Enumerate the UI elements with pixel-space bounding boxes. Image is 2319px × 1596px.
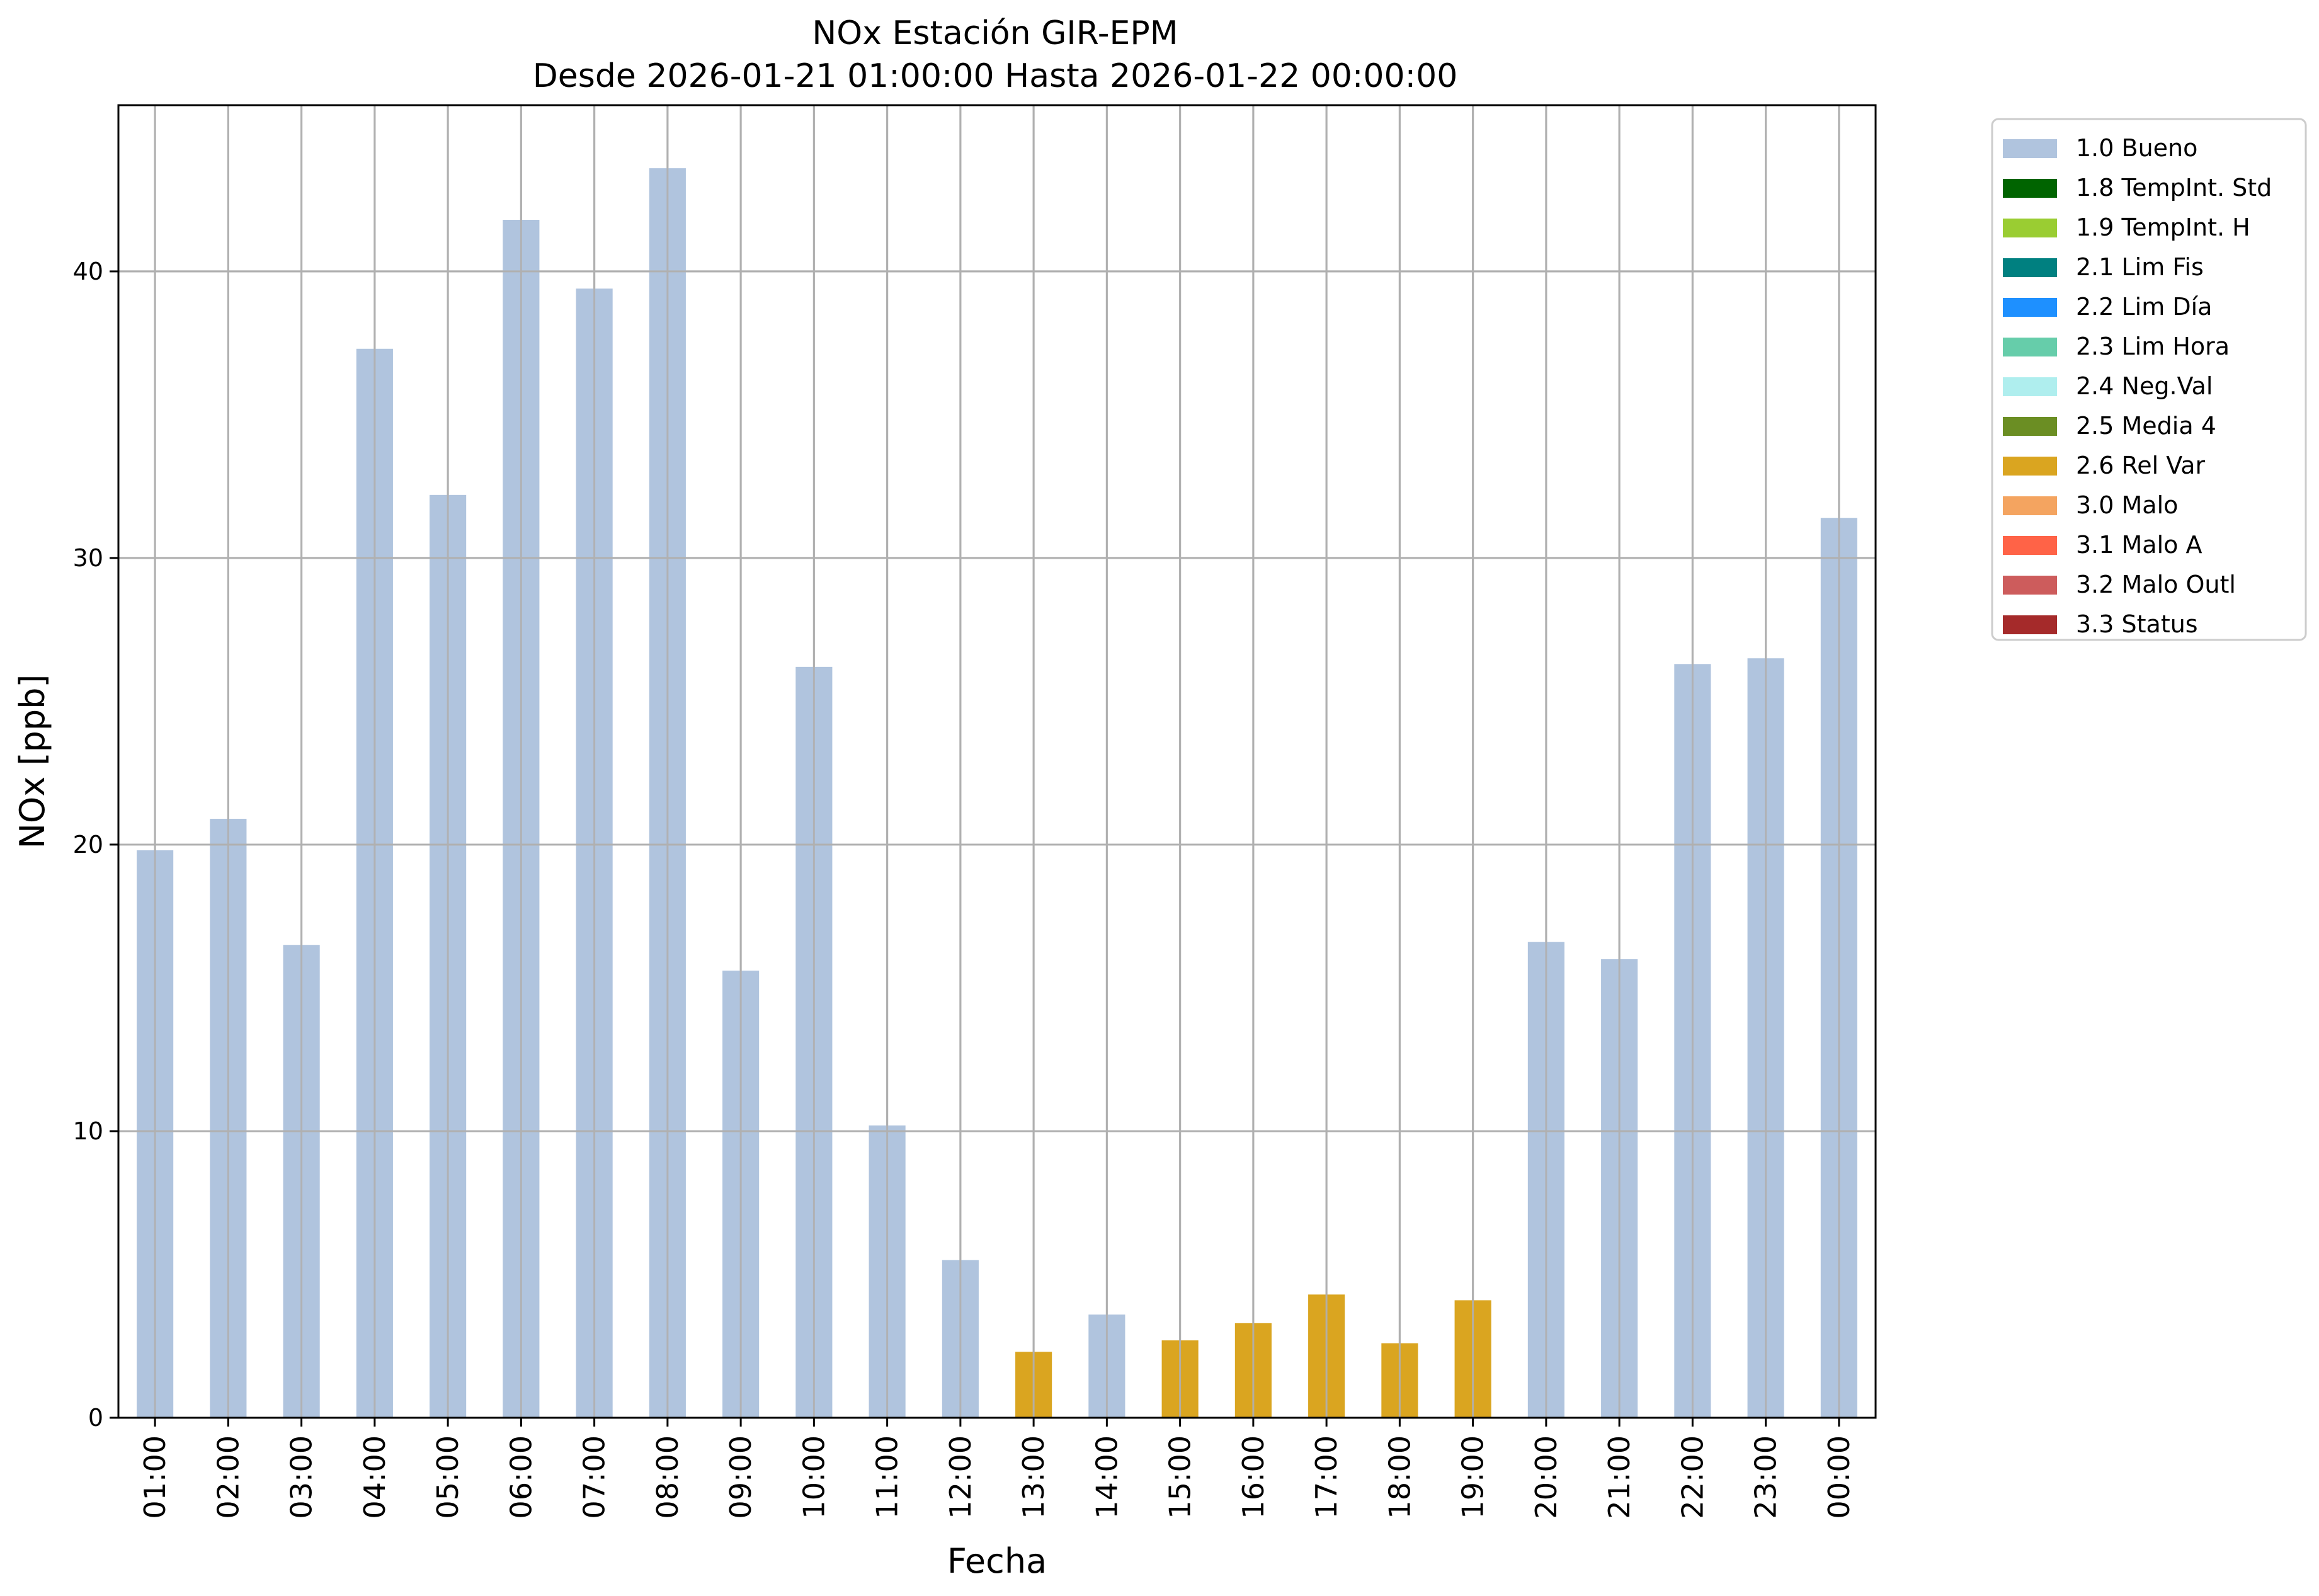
legend-label: 3.0 Malo (2076, 491, 2178, 519)
legend-label: 2.4 Neg.Val (2076, 372, 2213, 400)
legend-label: 2.3 Lim Hora (2076, 333, 2230, 360)
x-tick-label: 22:00 (1675, 1435, 1709, 1519)
legend-swatch (2003, 139, 2057, 158)
legend-swatch (2003, 179, 2057, 198)
y-ticks: 0 10 20 30 40 (73, 258, 118, 1432)
x-tick-label: 12:00 (943, 1435, 977, 1519)
legend-label: 1.0 Bueno (2076, 134, 2197, 162)
y-tick-label: 20 (73, 831, 103, 858)
plot-frame (117, 104, 1877, 1419)
chart-title: NOx Estación GIR-EPM (812, 14, 1178, 52)
legend-box (1991, 118, 2307, 641)
x-tick-label: 05:00 (431, 1435, 465, 1519)
x-tick-label: 06:00 (504, 1435, 538, 1519)
x-tick-label: 01:00 (138, 1435, 172, 1519)
bars (118, 105, 1876, 1419)
legend-label: 2.2 Lim Día (2076, 293, 2212, 321)
x-tick-label: 07:00 (578, 1435, 612, 1519)
legend: 1.0 Bueno 1.8 TempInt. Std 1.9 TempInt. H 2… (1991, 118, 2307, 641)
legend-swatch (2003, 496, 2057, 515)
legend-label: 1.9 TempInt. H (2076, 214, 2250, 241)
x-tick-label: 00:00 (1822, 1435, 1856, 1519)
legend-label: 2.1 Lim Fis (2076, 253, 2204, 281)
x-tick-label: 11:00 (870, 1435, 904, 1519)
x-tick-label: 15:00 (1163, 1435, 1197, 1519)
x-tick-label: 21:00 (1602, 1435, 1636, 1519)
x-ticks: 01:00 02:00 03:00 04:00 05:00 06:00 07:00 08:00… (138, 1418, 1856, 1519)
legend-swatch (2003, 338, 2057, 356)
x-tick-label: 14:00 (1090, 1435, 1124, 1519)
legend-label: 3.2 Malo Outl (2076, 571, 2236, 598)
legend-swatch (2003, 298, 2057, 317)
y-tick-label: 0 (88, 1404, 103, 1432)
legend-label: 1.8 TempInt. Std (2076, 174, 2272, 202)
legend-swatch (2003, 615, 2057, 634)
x-tick-label: 04:00 (358, 1435, 392, 1519)
x-tick-label: 16:00 (1236, 1435, 1270, 1519)
x-tick-label: 08:00 (651, 1435, 685, 1519)
chart-subtitle: Desde 2026-01-21 01:00:00 Hasta 2026-01-… (533, 57, 1458, 95)
x-tick-label: 09:00 (724, 1435, 758, 1519)
y-tick-label: 30 (73, 544, 103, 572)
x-tick-label: 10:00 (797, 1435, 831, 1519)
x-tick-label: 03:00 (285, 1435, 319, 1519)
legend-label: 3.3 Status (2076, 610, 2198, 638)
legend-swatch (2003, 417, 2057, 436)
legend-swatch (2003, 576, 2057, 595)
y-tick-label: 10 (73, 1117, 103, 1145)
x-tick-label: 18:00 (1382, 1435, 1416, 1519)
y-tick-label: 40 (73, 258, 103, 285)
legend-swatch (2003, 457, 2057, 476)
x-tick-label: 20:00 (1529, 1435, 1563, 1519)
x-tick-label: 02:00 (211, 1435, 245, 1519)
y-axis-label: NOx [ppb] (13, 675, 52, 849)
x-tick-label: 17:00 (1309, 1435, 1343, 1519)
legend-label: 2.6 Rel Var (2076, 452, 2206, 479)
x-tick-label: 23:00 (1749, 1435, 1783, 1519)
legend-swatch (2003, 536, 2057, 555)
legend-label: 2.5 Media 4 (2076, 412, 2216, 440)
legend-swatch (2003, 377, 2057, 396)
x-tick-label: 19:00 (1456, 1435, 1490, 1519)
x-axis-label: Fecha (947, 1541, 1047, 1581)
legend-label: 3.1 Malo A (2076, 531, 2202, 559)
legend-swatch (2003, 258, 2057, 277)
legend-swatch (2003, 219, 2057, 237)
x-tick-label: 13:00 (1017, 1435, 1051, 1519)
